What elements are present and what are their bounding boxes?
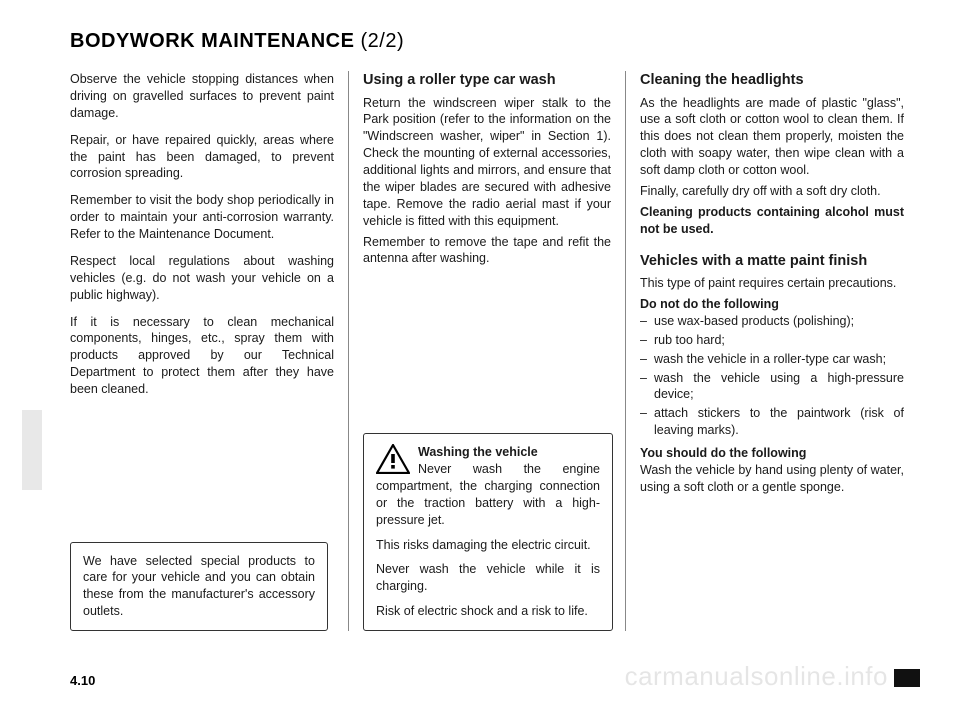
right-h1: Cleaning the headlights <box>640 71 904 91</box>
middle-p2: Remember to remove the tape and refit th… <box>363 234 611 268</box>
do-heading: You should do the following <box>640 445 904 462</box>
products-note-text: We have selected special products to car… <box>83 554 315 619</box>
manual-page: BODYWORK MAINTENANCE (2/2) Observe the v… <box>0 0 960 710</box>
watermark: carmanualsonline.info <box>625 661 920 692</box>
right-p3: Cleaning products containing alco­hol mu… <box>640 204 904 238</box>
list-item: wash the vehicle using a high-pres­sure … <box>640 370 904 404</box>
middle-heading: Using a roller type car wash <box>363 71 611 91</box>
warning-p4: Risk of electric shock and a risk to lif… <box>376 603 600 620</box>
col-right: Cleaning the headlights As the headlight… <box>626 71 904 631</box>
right-p1: As the headlights are made of plastic "g… <box>640 95 904 179</box>
left-p5: If it is necessary to clean mechani­cal … <box>70 314 334 398</box>
title-main: BODYWORK MAINTENANCE <box>70 30 361 52</box>
list-item: attach stickers to the paintwork (risk o… <box>640 405 904 439</box>
warning-p2: This risks damaging the electric cir­cui… <box>376 537 600 554</box>
left-p1: Observe the vehicle stopping distances w… <box>70 71 334 122</box>
right-p4: This type of paint requires certain pre­… <box>640 275 904 292</box>
side-tab <box>22 410 42 490</box>
middle-p1: Return the windscreen wiper stalk to the… <box>363 95 611 230</box>
warning-icon <box>376 444 410 474</box>
warning-box: Washing the vehicle Never wash the engin… <box>363 433 613 631</box>
products-note-box: We have selected special products to car… <box>70 542 328 632</box>
left-p2: Repair, or have repaired quickly, areas … <box>70 132 334 183</box>
col-middle: Using a roller type car wash Return the … <box>348 71 626 631</box>
left-p4: Respect local regulations about wash­ing… <box>70 253 334 304</box>
col-left: Observe the vehicle stopping distances w… <box>70 71 348 631</box>
warning-p3: Never wash the vehicle while it is charg… <box>376 561 600 595</box>
dont-heading: Do not do the following <box>640 296 904 313</box>
watermark-flag-icon <box>894 669 920 687</box>
columns: Observe the vehicle stopping distances w… <box>70 71 910 631</box>
title-fraction: (2/2) <box>361 30 405 52</box>
right-p5: Wash the vehicle by hand using plenty of… <box>640 462 904 496</box>
list-item: rub too hard; <box>640 332 904 349</box>
list-item: wash the vehicle in a roller-type car wa… <box>640 351 904 368</box>
page-number: 4.10 <box>70 673 95 688</box>
warning-title: Washing the vehicle <box>418 445 538 459</box>
dont-list: use wax-based products (polishing); rub … <box>640 313 904 439</box>
left-p3: Remember to visit the body shop pe­riodi… <box>70 192 334 243</box>
right-p2: Finally, carefully dry off with a soft d… <box>640 183 904 200</box>
list-item: use wax-based products (polishing); <box>640 313 904 330</box>
watermark-text: carmanualsonline.info <box>625 661 888 691</box>
right-h2: Vehicles with a matte paint finish <box>640 252 904 272</box>
page-title: BODYWORK MAINTENANCE (2/2) <box>70 30 910 53</box>
